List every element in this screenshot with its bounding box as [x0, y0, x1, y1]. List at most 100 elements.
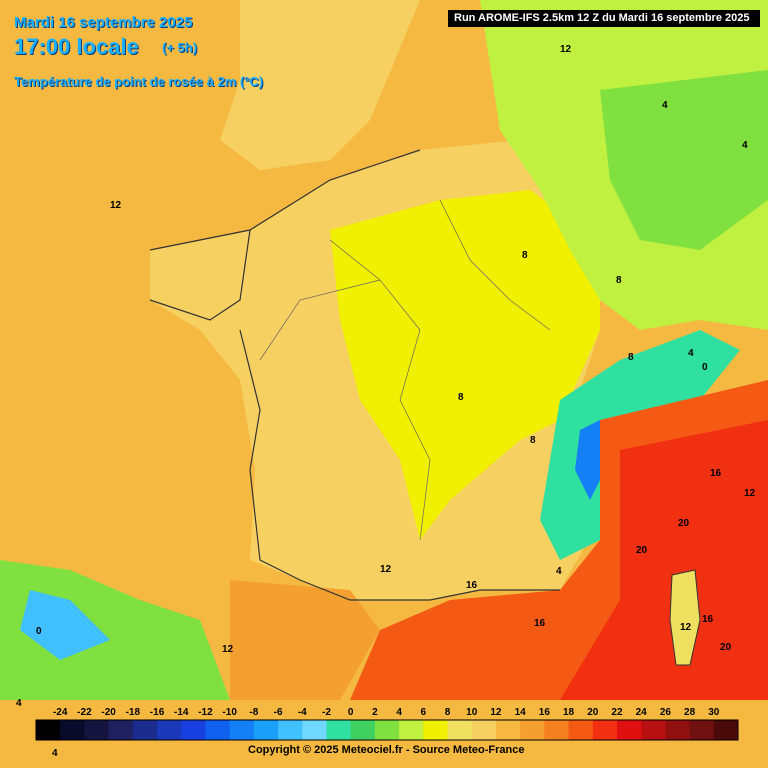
legend-swatch	[326, 720, 352, 740]
label-8-jura: 8	[530, 435, 536, 446]
run-info: Run AROME-IFS 2.5km 12 Z du Mardi 16 sep…	[448, 10, 760, 27]
legend-swatch	[399, 720, 424, 740]
label-8-centre: 8	[458, 392, 464, 403]
corsica	[670, 570, 700, 665]
label-20-sea2: 20	[636, 545, 648, 556]
label-12-pyrenees: 12	[222, 644, 234, 655]
legend-swatch	[544, 720, 570, 740]
legend-swatch	[471, 720, 497, 740]
legend-tick-label: 24	[636, 707, 648, 718]
legend-swatch	[181, 720, 206, 740]
label-12-uk: 12	[560, 44, 572, 55]
legend-tick-label: -2	[322, 707, 331, 718]
label-12-south: 12	[380, 564, 392, 575]
legend-tick-label: 4	[396, 707, 402, 718]
legend-swatch	[689, 720, 715, 740]
legend-swatch	[423, 720, 449, 740]
label-16-med: 16	[534, 618, 546, 629]
legend-outline	[35, 719, 739, 741]
label-4-alps: 4	[688, 348, 694, 359]
label-16-corsica: 16	[702, 614, 714, 625]
label-20-sardinia: 20	[720, 642, 732, 653]
legend-tick-label: -10	[222, 707, 237, 718]
legend-tick-label: 18	[563, 707, 575, 718]
legend-swatch	[205, 720, 231, 740]
label-8-alps1: 8	[628, 352, 634, 363]
legend-tick-label: 28	[684, 707, 696, 718]
label-20-sea1: 20	[678, 518, 690, 529]
coastline	[149, 149, 560, 601]
color-legend: -24 -22 -20 -18 -16 -14 -12 -10 -8 -6 -4 -2 0 2 4 6 8 10 1…	[35, 707, 739, 741]
legend-swatch	[108, 720, 134, 740]
yellow-zone	[330, 190, 600, 540]
legend-tick-label: -6	[274, 707, 283, 718]
legend-swatch	[568, 720, 594, 740]
legend-swatch	[520, 720, 545, 740]
legend-tick-label: -12	[198, 707, 213, 718]
label-4-germany: 4	[662, 100, 668, 111]
legend-swatch	[278, 720, 303, 740]
legend-swatch	[641, 720, 666, 740]
label-12-ireland: 12	[110, 200, 122, 211]
legend-tick-label: 20	[587, 707, 599, 718]
legend-tick-label: -4	[298, 707, 307, 718]
label-12-italy: 12	[744, 488, 756, 499]
legend-tick-label: 14	[515, 707, 527, 718]
legend-swatch	[229, 720, 255, 740]
legend-tick-label: 6	[421, 707, 427, 718]
label-16-liguria: 16	[710, 468, 722, 479]
legend-swatch	[495, 720, 521, 740]
label-8-north: 8	[522, 250, 528, 261]
legend-tick-label: 0	[348, 707, 354, 718]
offset-text: (+ 5h)	[162, 40, 198, 55]
legend-swatch	[350, 720, 376, 740]
legend-swatch	[157, 720, 182, 740]
legend-swatch	[447, 720, 473, 740]
legend-tick-label: -24	[53, 707, 68, 718]
legend-tick-label: 8	[445, 707, 451, 718]
legend-swatch	[253, 720, 279, 740]
legend-tick-label: 22	[611, 707, 623, 718]
alps-zone	[540, 330, 740, 560]
label-4-spain-bottom: 4	[52, 748, 58, 759]
label-4-east: 4	[742, 140, 748, 151]
label-4-provence: 4	[556, 566, 562, 577]
uk-landmass	[220, 0, 420, 170]
legend-tick-label: 2	[372, 707, 378, 718]
legend-tick-label: -18	[126, 707, 141, 718]
legend-swatch	[302, 720, 327, 740]
legend-swatch	[616, 720, 642, 740]
spain-zone	[0, 560, 230, 700]
spain-blue	[20, 590, 110, 660]
label-16-rhone: 16	[466, 580, 478, 591]
label-0-spain: 0	[36, 626, 42, 637]
legend-swatch	[36, 720, 61, 740]
legend-swatch	[132, 720, 158, 740]
legend-tick-label: 30	[708, 707, 720, 718]
copyright-text: Copyright © 2025 Meteociel.fr - Source M…	[248, 744, 525, 756]
legend-tick-label: 12	[490, 707, 502, 718]
label-0-alps: 0	[702, 362, 708, 373]
legend-tick-label: 16	[539, 707, 551, 718]
green-zone-2	[600, 70, 768, 250]
south-orange	[230, 580, 380, 700]
legend-tick-label: 26	[660, 707, 672, 718]
legend-tick-label: -14	[174, 707, 189, 718]
corsica-outline	[669, 569, 701, 666]
parameter-text: Température de point de rosée à 2m (°C)	[14, 74, 264, 89]
legend-tick-label: 10	[466, 707, 478, 718]
legend-tick-label: -22	[77, 707, 92, 718]
legend-swatch	[592, 720, 618, 740]
med-deep	[560, 420, 768, 700]
legend-tick-label: -8	[249, 707, 258, 718]
label-4-spain: 4	[16, 698, 22, 709]
legend-swatch	[713, 720, 739, 740]
legend-tick-label: -16	[150, 707, 165, 718]
legend-swatch	[60, 720, 85, 740]
legend-swatch	[374, 720, 400, 740]
date-text: Mardi 16 septembre 2025	[14, 14, 193, 31]
legend-swatch	[84, 720, 110, 740]
time-text: 17:00 locale	[14, 34, 139, 59]
legend-tick-label: -20	[101, 707, 116, 718]
